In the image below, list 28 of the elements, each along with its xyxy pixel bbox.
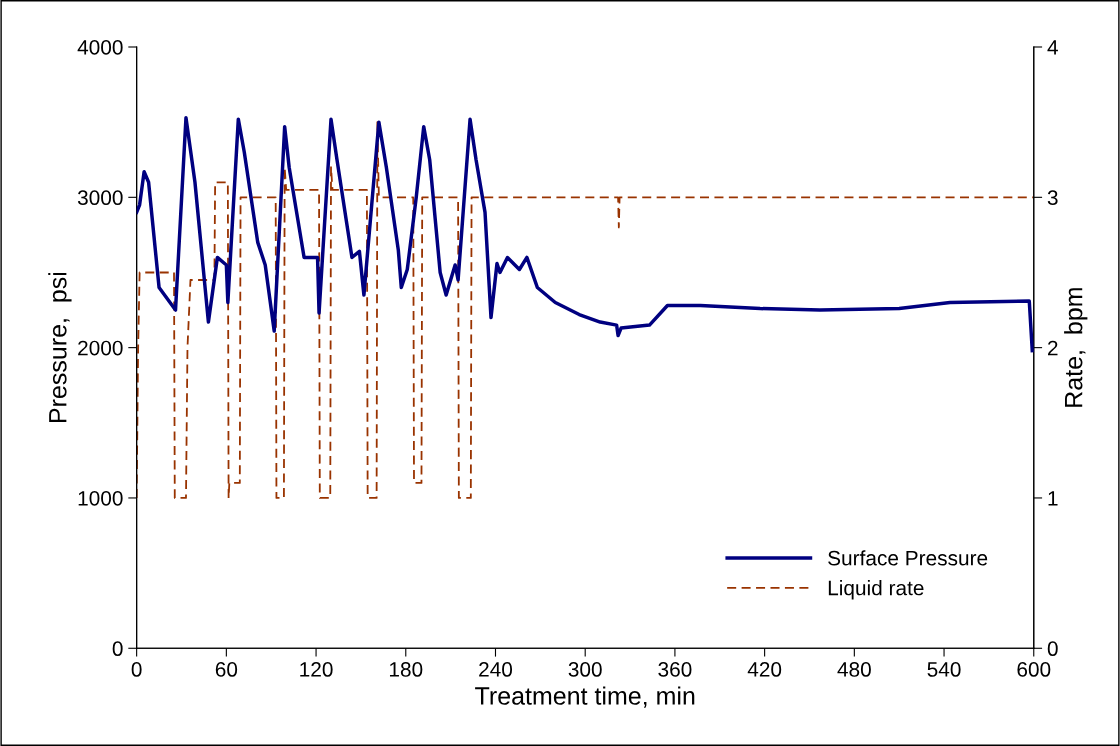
y2-tick-label: 3 xyxy=(1047,190,1058,206)
x-tick-label: 540 xyxy=(927,662,961,677)
legend-label: Surface Pressure xyxy=(828,550,988,566)
y-tick-label: 2000 xyxy=(78,340,123,356)
y-tick-label: 0 xyxy=(112,641,123,657)
y2-tick-label: 0 xyxy=(1047,641,1058,657)
x-tick-label: 120 xyxy=(300,662,333,677)
x-tick-label: 240 xyxy=(479,662,513,677)
x-tick-label: 300 xyxy=(568,662,602,677)
y2-tick-label: 2 xyxy=(1048,340,1058,356)
y2-tick-label: 4 xyxy=(1047,40,1058,55)
y-tick-label: 3000 xyxy=(77,190,123,206)
x-tick-label: 420 xyxy=(747,662,782,677)
x-tick-label: 0 xyxy=(131,662,142,677)
x-tick-label: 60 xyxy=(215,662,238,677)
x-tick-label: 600 xyxy=(1017,662,1051,677)
legend-label: Liquid rate xyxy=(828,580,924,600)
y2-tick-label: 1 xyxy=(1048,491,1058,506)
y-tick-label: 1000 xyxy=(78,490,123,506)
x-tick-label: 360 xyxy=(658,662,692,677)
x-axis-title: Treatment time, min xyxy=(475,686,695,708)
x-tick-label: 180 xyxy=(389,662,423,677)
y2-axis-title: Rate, bpm xyxy=(1064,288,1088,407)
y-tick-label: 4000 xyxy=(77,40,123,55)
y-axis-title: Pressure, psi xyxy=(48,272,72,422)
line-series xyxy=(136,115,1034,353)
line-series xyxy=(136,121,1034,499)
x-tick-label: 480 xyxy=(837,662,871,677)
